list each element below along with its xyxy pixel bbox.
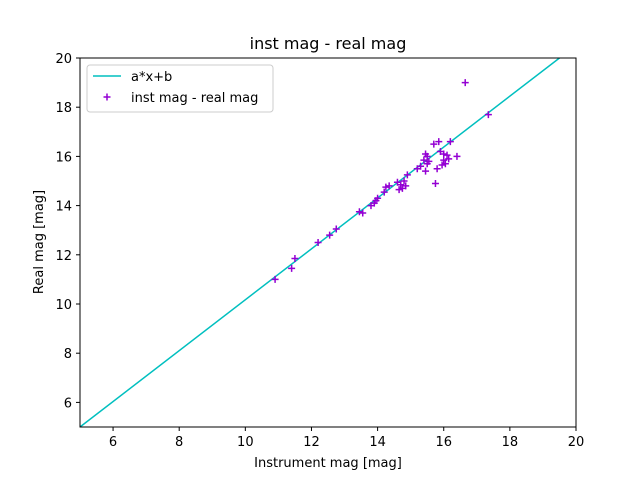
scatter-point [433, 165, 441, 173]
scatter-point [435, 138, 443, 146]
y-tick-label: 16 [55, 150, 72, 165]
y-tick-label: 12 [55, 249, 72, 264]
legend-swatch-scatter [103, 93, 111, 101]
x-tick-label: 16 [435, 435, 452, 450]
legend-label-fit-line: a*x+b [131, 70, 172, 85]
scatter-point [438, 161, 446, 169]
scatter-point [291, 254, 299, 262]
scatter-point [374, 194, 382, 202]
scatter-point [326, 231, 334, 239]
scatter-point [402, 182, 410, 190]
scatter-point [446, 138, 454, 146]
scatter-point [382, 183, 390, 191]
x-tick-label: 10 [237, 435, 254, 450]
scatter-point [441, 160, 449, 168]
scatter-point [403, 171, 411, 179]
scatter-point [314, 239, 322, 246]
y-tick-label: 8 [64, 347, 72, 362]
scatter-point [380, 188, 388, 196]
scatter-point [359, 209, 367, 217]
scatter-point [445, 155, 453, 163]
y-tick-label: 14 [55, 200, 72, 215]
scatter-point [440, 150, 448, 158]
scatter-point [453, 152, 461, 160]
scatter-point [355, 208, 363, 216]
legend: a*x+b inst mag - real mag [86, 64, 274, 113]
x-tick-label: 12 [303, 435, 320, 450]
scatter-point [288, 264, 296, 272]
scatter-point [423, 152, 431, 160]
legend-label-scatter: inst mag - real mag [131, 91, 258, 106]
scatter-point [422, 167, 430, 175]
x-tick-label: 18 [502, 435, 519, 450]
x-axis-label: Instrument mag [mag] [254, 456, 402, 471]
scatter-point [443, 151, 451, 159]
chart-title: inst mag - real mag [250, 34, 407, 53]
y-axis: 6 8 10 12 14 16 18 20 [55, 52, 80, 411]
scatter-point [461, 79, 469, 87]
scatter-point [431, 179, 439, 187]
scatter-point [420, 156, 428, 164]
x-tick-label: 20 [568, 435, 585, 450]
scatter-point [484, 111, 492, 119]
scatter-point [430, 140, 438, 148]
y-tick-label: 6 [64, 396, 72, 411]
scatter-point [440, 156, 448, 164]
scatter-point [385, 182, 393, 190]
scatter-point [271, 275, 279, 283]
y-tick-label: 20 [55, 52, 72, 67]
legend-plus-marker [103, 93, 111, 101]
x-tick-label: 14 [369, 435, 386, 450]
x-axis: 6 8 10 12 14 16 18 20 [109, 427, 584, 450]
scatter-point [400, 177, 408, 185]
scatter-point [332, 225, 340, 233]
y-tick-label: 18 [55, 101, 72, 116]
y-tick-label: 10 [55, 298, 72, 313]
plot-frame [79, 57, 577, 428]
x-tick-label: 6 [109, 435, 117, 450]
x-tick-label: 8 [175, 435, 183, 450]
scatter-point [395, 186, 403, 194]
scatter-point [425, 157, 433, 165]
y-axis-label: Real mag [mag] [32, 190, 47, 294]
scatter-points-layer [271, 79, 492, 283]
scatter-point [397, 181, 405, 189]
scatter-point [417, 162, 425, 170]
legend-box [86, 64, 274, 113]
